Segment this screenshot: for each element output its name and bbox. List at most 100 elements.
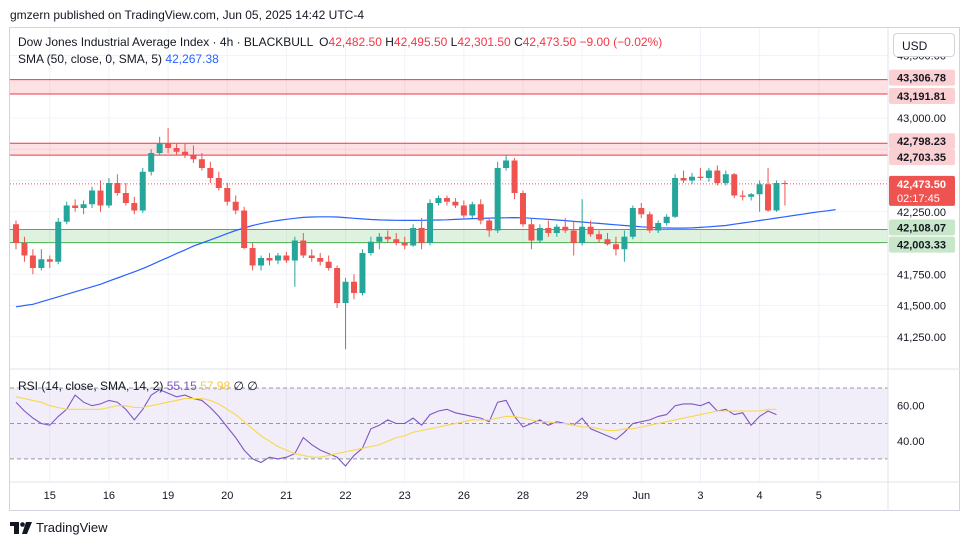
zone-label-high-0: 43,306.78 (889, 69, 955, 86)
candle-47 (410, 224, 417, 247)
candle-62 (536, 224, 543, 243)
zone-label-low-2-text: 42,003.33 (897, 240, 946, 252)
zone-label-high-1-text: 42,798.23 (897, 136, 946, 148)
candle-body (97, 190, 104, 206)
candle-body (224, 188, 231, 202)
candle-body (452, 201, 459, 206)
candle-71 (612, 236, 619, 256)
candle-54 (469, 201, 476, 218)
currency-button[interactable]: USD (893, 33, 955, 57)
rsi-series-0 (15, 389, 777, 467)
candle-body (655, 223, 662, 231)
candle-84 (722, 170, 729, 186)
candle-2 (29, 249, 36, 275)
candle-body (689, 176, 695, 181)
price-tick-label: 41,250.00 (897, 332, 946, 344)
candle-74 (638, 203, 645, 218)
candle-body (165, 143, 172, 148)
high-value: 42,495.50 (393, 35, 448, 49)
rsi-pane (10, 387, 888, 467)
candle-body (672, 178, 679, 217)
candle-body (63, 205, 70, 222)
candle-63 (545, 220, 552, 237)
candle-59 (511, 158, 518, 200)
candle-6 (63, 201, 70, 225)
candle-body (300, 240, 307, 256)
candle-body (401, 243, 408, 246)
symbol-title[interactable]: Dow Jones Industrial Average Index · 4h … (18, 35, 313, 49)
candle-81 (697, 168, 704, 181)
candle-69 (596, 230, 603, 243)
high-label: H (385, 35, 394, 49)
candle-body (536, 228, 543, 241)
axes: 60.0040.0043,500.0043,000.0042,750.0042,… (10, 28, 960, 511)
candle-body (139, 171, 146, 211)
candle-body (198, 159, 205, 168)
time-tick-label: 22 (339, 490, 351, 502)
sma-label[interactable]: SMA (50, close, 0, SMA, 5) (18, 52, 163, 66)
candle-body (308, 255, 315, 258)
rsi-extra: ∅ ∅ (233, 379, 258, 393)
price-tick-label: 43,000.00 (897, 113, 946, 125)
time-tick-label: 20 (221, 490, 233, 502)
rsi-ma-value: 57.98 (200, 379, 231, 393)
candle-body (29, 255, 36, 268)
candle-body (80, 204, 87, 208)
zone-label-low-0: 43,191.81 (889, 88, 955, 105)
candle-body (756, 184, 763, 195)
candle-70 (604, 233, 611, 246)
candle-body (351, 281, 357, 293)
price-tick-label: 41,750.00 (897, 269, 946, 281)
candle-body (739, 195, 746, 197)
candle-28 (249, 243, 256, 271)
time-tick-label: 21 (280, 490, 292, 502)
chart-frame[interactable] (9, 27, 960, 511)
candle-89 (765, 168, 772, 212)
candle-36 (317, 253, 324, 266)
candle-body (722, 174, 729, 183)
candle-60 (520, 190, 526, 227)
candle-body (486, 220, 493, 231)
zone-label-high-1: 42,798.23 (889, 133, 955, 150)
candle-body (190, 155, 197, 160)
time-tick-label: 19 (162, 490, 174, 502)
candle-body (697, 176, 704, 178)
candle-24 (215, 171, 222, 191)
rsi-label[interactable]: RSI (14, close, SMA, 14, 2) (18, 379, 164, 393)
tradingview-logo-icon (10, 521, 32, 534)
time-tick-label: 26 (458, 490, 470, 502)
candle-25 (224, 183, 231, 206)
candle-58 (503, 155, 510, 171)
zone-label-low-0-text: 43,191.81 (897, 91, 946, 103)
last-price-bg (889, 175, 955, 206)
rsi-value: 55.15 (166, 379, 197, 393)
candle-73 (629, 205, 636, 240)
candle-body (55, 221, 62, 262)
candle-5 (55, 218, 62, 265)
zone-label-low-1-bg (889, 149, 955, 166)
rsi-tick-label: 60.00 (897, 401, 925, 413)
candle-41 (359, 249, 366, 296)
candle-body (384, 236, 391, 240)
candle-79 (680, 170, 687, 183)
zone-0 (10, 79, 888, 95)
rsi-legend: RSI (14, close, SMA, 14, 2) 55.15 57.98 … (18, 379, 258, 393)
tradingview-footer[interactable]: TradingView (10, 520, 108, 535)
candle-65 (562, 218, 569, 233)
candle-body (781, 183, 788, 184)
grid (10, 28, 888, 482)
candle-21 (190, 145, 197, 163)
candle-body (266, 258, 273, 261)
candle-30 (266, 253, 273, 266)
candle-83 (714, 165, 721, 186)
candle-body (604, 239, 611, 245)
candle-body (562, 226, 569, 231)
candle-body (731, 174, 738, 196)
zone-label-low-2: 42,003.33 (889, 236, 955, 253)
candle-body (418, 228, 425, 243)
candle-body (207, 168, 214, 178)
candle-29 (258, 255, 265, 271)
time-tick-label: 23 (399, 490, 411, 502)
time-tick-label: 29 (576, 490, 588, 502)
